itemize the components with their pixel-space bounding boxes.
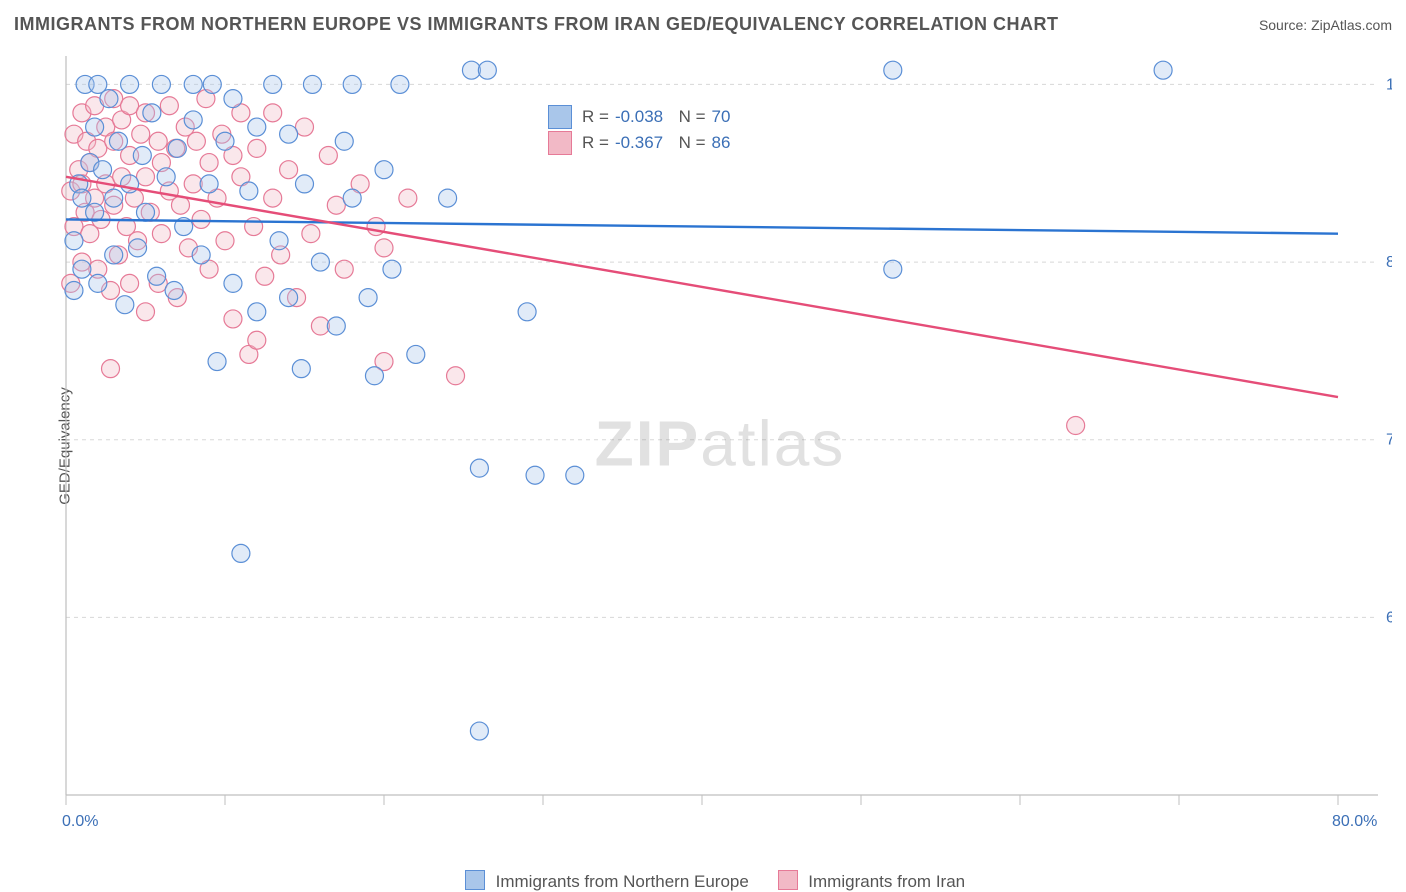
legend-row-ne: R = -0.038 N = 70 xyxy=(548,104,736,130)
legend-row-ir: R = -0.367 N = 86 xyxy=(548,130,736,156)
legend-r-label: R = xyxy=(582,130,609,156)
legend-r-label: R = xyxy=(582,104,609,130)
legend-n-label: N = xyxy=(679,130,706,156)
legend-n-value-ne: 70 xyxy=(712,104,731,130)
svg-text:75.0%: 75.0% xyxy=(1386,432,1392,449)
legend-n-label: N = xyxy=(679,104,706,130)
legend-r-value-ne: -0.038 xyxy=(615,104,663,130)
x-axis-max-label: 80.0% xyxy=(1332,813,1377,831)
svg-text:62.5%: 62.5% xyxy=(1386,609,1392,626)
svg-text:87.5%: 87.5% xyxy=(1386,254,1392,271)
legend-r-value-ir: -0.367 xyxy=(615,130,663,156)
legend-swatch-ne-bottom xyxy=(465,870,485,890)
x-axis-min-label: 0.0% xyxy=(62,813,98,831)
legend-swatch-ne xyxy=(548,105,572,129)
correlation-legend: R = -0.038 N = 70 R = -0.367 N = 86 xyxy=(548,104,736,156)
scatter-plot-svg: 62.5% 75.0% 87.5% 100.0% xyxy=(48,50,1392,830)
series-legend: Immigrants from Northern Europe Immigran… xyxy=(0,870,1406,892)
source-attribution: Source: ZipAtlas.com xyxy=(1259,17,1392,33)
source-link[interactable]: ZipAtlas.com xyxy=(1311,17,1392,33)
legend-n-value-ir: 86 xyxy=(712,130,731,156)
legend-swatch-ir-bottom xyxy=(778,870,798,890)
legend-label-ir: Immigrants from Iran xyxy=(808,872,965,891)
legend-label-ne: Immigrants from Northern Europe xyxy=(496,872,749,891)
chart-area: 62.5%75.0%87.5%100.0% ZIPatlas R = -0.03… xyxy=(48,50,1392,830)
source-label: Source: xyxy=(1259,17,1307,33)
svg-text:100.0%: 100.0% xyxy=(1386,76,1392,93)
chart-title: IMMIGRANTS FROM NORTHERN EUROPE VS IMMIG… xyxy=(14,14,1059,35)
legend-swatch-ir xyxy=(548,131,572,155)
